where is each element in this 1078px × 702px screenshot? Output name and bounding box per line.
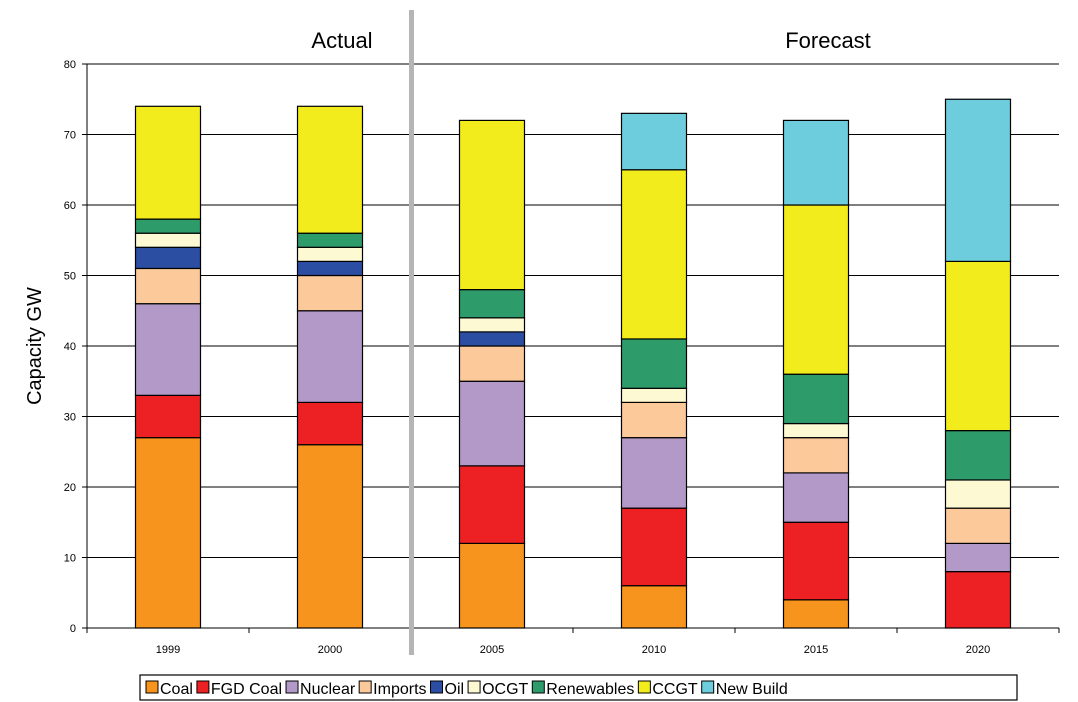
bar-segment-oil xyxy=(458,331,526,347)
bar-segment-ocgt xyxy=(458,317,526,333)
y-tick-label: 20 xyxy=(64,482,76,494)
bar-segment-ocgt xyxy=(134,232,202,248)
bar-segment-imports xyxy=(296,274,364,312)
bar-segment-new-build xyxy=(620,112,688,171)
bar-segment-ccgt xyxy=(782,204,850,375)
bar-segment-nuclear xyxy=(134,303,202,396)
legend-swatch-nuclear xyxy=(285,680,299,694)
bar-segment-new-build xyxy=(782,119,850,206)
bar-segment-ccgt xyxy=(134,105,202,220)
legend-swatch-fgd-coal xyxy=(196,680,210,694)
legend-label-new-build: New Build xyxy=(716,681,788,698)
bar-segment-ocgt xyxy=(944,479,1012,509)
bar-segment-fgd-coal xyxy=(782,521,850,601)
legend-label-coal: Coal xyxy=(160,681,193,698)
bar-segment-fgd-coal xyxy=(620,507,688,587)
bar-segment-imports xyxy=(134,267,202,305)
section-label-actual: Actual xyxy=(311,28,372,53)
legend: Coal FGD Coal Nuclear Imports Oil OCGT Renewab… xyxy=(139,674,1018,701)
axes xyxy=(82,63,1060,633)
legend-label-ccgt: CCGT xyxy=(652,681,698,698)
bar-segment-coal xyxy=(782,599,850,629)
bar-segment-nuclear xyxy=(458,380,526,467)
bar-segment-ccgt xyxy=(944,260,1012,432)
bar-segment-fgd-coal xyxy=(458,465,526,545)
legend-swatch-oil xyxy=(430,680,444,694)
y-tick-label: 80 xyxy=(64,59,76,71)
legend-label-imports: Imports xyxy=(373,681,426,698)
legend-swatch-ccgt xyxy=(637,680,651,694)
bar-segment-ccgt xyxy=(620,169,688,340)
x-tick-label: 2020 xyxy=(966,644,990,656)
y-tick-label: 0 xyxy=(70,623,76,635)
y-tick-label: 50 xyxy=(64,271,76,283)
bar-segment-fgd-coal xyxy=(134,394,202,439)
bar-segment-ocgt xyxy=(782,422,850,439)
bar-segment-nuclear xyxy=(296,310,364,404)
section-label-forecast: Forecast xyxy=(785,28,871,53)
x-tick-label: 2000 xyxy=(318,644,342,656)
bar-segment-new-build xyxy=(944,98,1012,262)
gridlines xyxy=(87,63,1059,558)
bar-segment-coal xyxy=(134,437,202,629)
legend-label-nuclear: Nuclear xyxy=(300,681,356,698)
legend-swatch-coal xyxy=(145,680,159,694)
y-tick-labels: 0 10 20 30 40 50 60 70 80 xyxy=(64,59,76,635)
bar-segment-ocgt xyxy=(296,246,364,263)
bar-segment-renewables xyxy=(620,338,688,389)
bar-segment-coal xyxy=(296,444,364,629)
y-tick-label: 30 xyxy=(64,412,76,424)
x-tick-label: 2010 xyxy=(642,644,666,656)
bar-segment-ocgt xyxy=(620,387,688,403)
bar-segment-coal xyxy=(620,585,688,629)
bar-segment-imports xyxy=(944,507,1012,544)
bar-segment-renewables xyxy=(782,373,850,425)
y-tick-label: 70 xyxy=(64,130,76,142)
y-tick-label: 40 xyxy=(64,341,76,353)
bar-segment-renewables xyxy=(458,289,526,319)
y-tick-label: 60 xyxy=(64,200,76,212)
x-tick-label: 2005 xyxy=(480,644,504,656)
bar-segment-fgd-coal xyxy=(944,570,1012,629)
legend-swatch-renewables xyxy=(531,680,545,694)
x-tick-label: 1999 xyxy=(156,644,180,656)
bars xyxy=(134,98,1012,629)
x-tick-labels: 1999 2000 2005 2010 2015 2020 xyxy=(156,644,990,656)
bar-segment-nuclear xyxy=(620,437,688,509)
bar-segment-oil xyxy=(134,246,202,270)
bar-segment-imports xyxy=(458,345,526,382)
legend-label-ocgt: OCGT xyxy=(482,681,528,698)
y-tick-label: 10 xyxy=(64,553,76,565)
legend-label-fgd-coal: FGD Coal xyxy=(211,681,282,698)
bar-segment-imports xyxy=(620,401,688,439)
legend-swatch-ocgt xyxy=(467,680,481,694)
legend-label-renewables: Renewables xyxy=(546,681,634,698)
legend-label-oil: Oil xyxy=(445,681,465,698)
bar-segment-ccgt xyxy=(296,105,364,234)
bar-segment-imports xyxy=(782,437,850,474)
bar-segment-renewables xyxy=(296,232,364,248)
x-tick-label: 2015 xyxy=(804,644,828,656)
bar-segment-renewables xyxy=(944,430,1012,481)
bar-segment-renewables xyxy=(134,218,202,234)
bar-segment-ccgt xyxy=(458,119,526,291)
bar-segment-coal xyxy=(458,542,526,629)
bar-segment-oil xyxy=(296,260,364,277)
legend-swatch-new-build xyxy=(701,680,715,694)
bar-segment-nuclear xyxy=(782,472,850,523)
bar-segment-nuclear xyxy=(944,542,1012,573)
bar-segment-fgd-coal xyxy=(296,401,364,446)
y-axis-label: Capacity GW xyxy=(24,287,46,405)
legend-swatch-imports xyxy=(358,680,372,694)
